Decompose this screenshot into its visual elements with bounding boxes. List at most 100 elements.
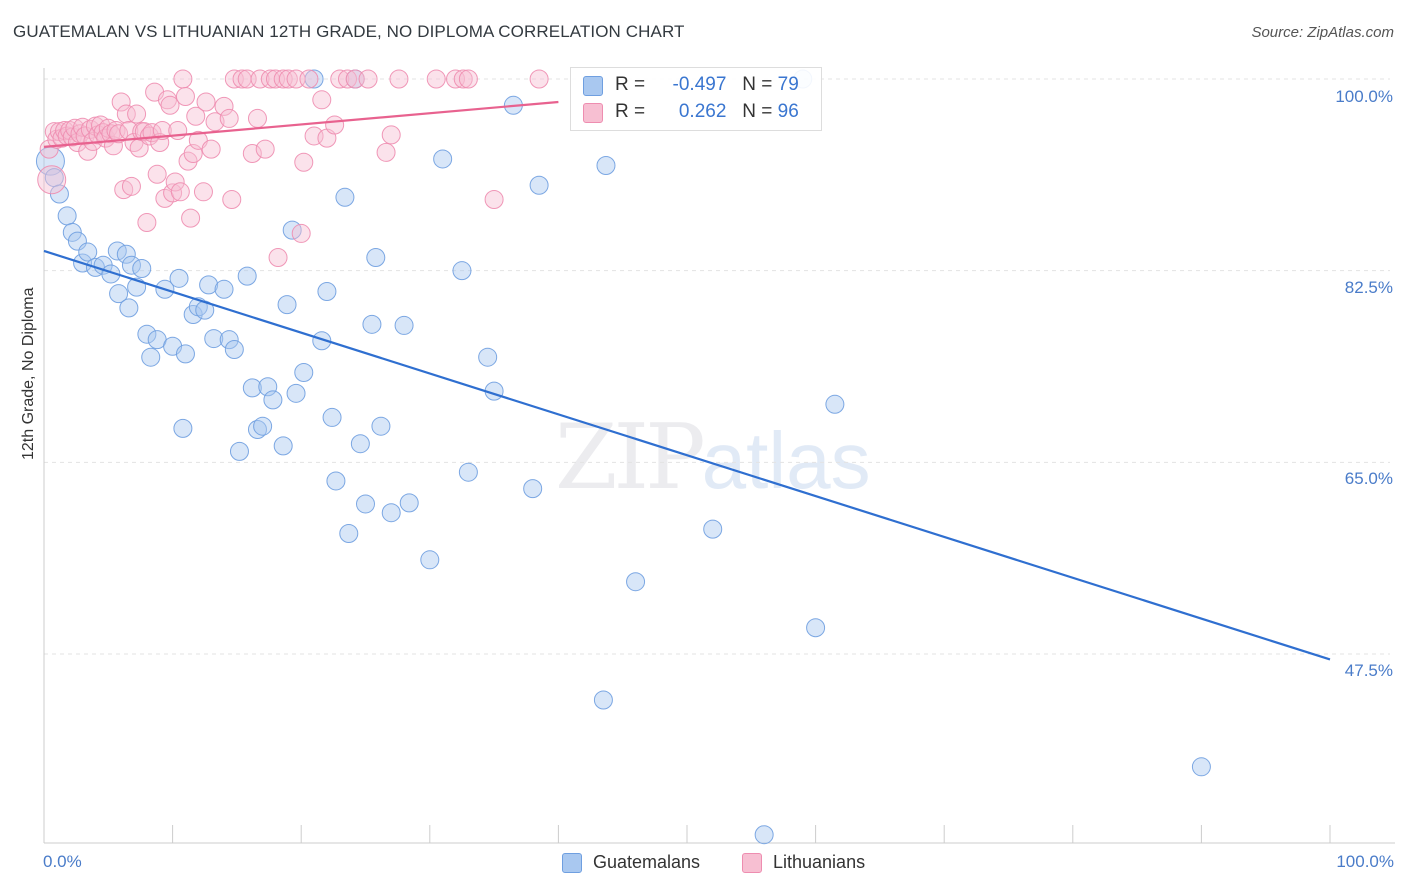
data-point-guatemalans (381, 503, 401, 523)
data-point-lithuanians (453, 69, 473, 89)
data-point-lithuanians (65, 118, 85, 138)
source-label: Source: ZipAtlas.com (1251, 24, 1394, 41)
data-point-guatemalans (57, 206, 77, 226)
legend-text-lithuanians: R = 0.262 N = 96 (615, 101, 799, 123)
data-point-guatemalans (229, 441, 249, 461)
data-point-guatemalans (119, 298, 139, 318)
stats-legend: R = -0.497 N = 79 R = 0.262 N = 96 (570, 67, 822, 131)
data-point-lithuanians (165, 172, 185, 192)
data-point-guatemalans (219, 330, 239, 350)
n-value: 79 (777, 74, 799, 95)
r-label: R = (615, 74, 646, 95)
data-point-guatemalans (825, 394, 845, 414)
data-point-guatemalans (478, 347, 498, 367)
data-point-lithuanians (101, 124, 121, 144)
data-point-guatemalans (253, 416, 273, 436)
data-point-lithuanians (193, 182, 213, 202)
data-point-lithuanians (152, 120, 172, 140)
data-point-guatemalans (806, 618, 826, 638)
data-point-lithuanians (98, 118, 118, 138)
data-point-lithuanians (127, 104, 147, 124)
data-point-guatemalans (116, 244, 136, 264)
data-point-lithuanians (116, 104, 136, 124)
r-label: R = (615, 101, 646, 122)
data-point-guatemalans (263, 390, 283, 410)
data-point-lithuanians (44, 122, 64, 142)
data-point-guatemalans (394, 315, 414, 335)
data-point-lithuanians (111, 92, 131, 112)
data-point-guatemalans (523, 479, 543, 499)
data-point-lithuanians (109, 124, 129, 144)
data-point-guatemalans (754, 825, 774, 845)
legend-swatch-blue (583, 76, 603, 96)
r-value: -0.497 (672, 74, 727, 95)
data-point-guatemalans (141, 347, 161, 367)
data-point-guatemalans (433, 149, 453, 169)
data-point-guatemalans (204, 329, 224, 349)
data-point-lithuanians (37, 165, 67, 195)
data-point-guatemalans (458, 462, 478, 482)
data-point-lithuanians (247, 108, 267, 128)
data-point-lithuanians (196, 92, 216, 112)
data-point-lithuanians (121, 176, 141, 196)
data-point-lithuanians (458, 69, 478, 89)
data-point-lithuanians (157, 90, 177, 110)
chart-title: GUATEMALAN VS LITHUANIAN 12TH GRADE, NO … (13, 22, 685, 41)
data-point-lithuanians (181, 208, 201, 228)
data-point-lithuanians (137, 212, 157, 232)
data-point-guatemalans (224, 340, 244, 360)
data-point-guatemalans (137, 324, 157, 344)
data-point-lithuanians (278, 69, 298, 89)
data-point-lithuanians (358, 69, 378, 89)
data-point-lithuanians (294, 152, 314, 172)
data-point-guatemalans (169, 268, 189, 288)
data-point-lithuanians (219, 108, 239, 128)
data-point-guatemalans (237, 266, 257, 286)
data-point-guatemalans (356, 494, 375, 514)
data-point-lithuanians (312, 90, 332, 110)
data-point-guatemalans (199, 275, 219, 295)
data-point-lithuanians (201, 139, 221, 159)
data-point-lithuanians (186, 106, 206, 126)
x-tick-label-100: 100.0% (1336, 852, 1394, 871)
data-point-guatemalans (703, 519, 723, 539)
bottom-legend-label-lithuanians: Lithuanians (773, 852, 866, 872)
data-point-lithuanians (170, 182, 190, 202)
data-point-guatemalans (132, 258, 152, 278)
data-point-guatemalans (273, 436, 293, 456)
y-tick-label-82-5: 82.5% (1344, 278, 1393, 297)
data-point-guatemalans (420, 550, 440, 570)
data-point-guatemalans (175, 344, 195, 364)
data-point-lithuanians (299, 69, 319, 89)
data-point-guatemalans (366, 248, 386, 268)
data-point-guatemalans (242, 378, 262, 398)
legend-swatch-pink (583, 103, 603, 123)
y-tick-label-47-5: 47.5% (1344, 661, 1393, 680)
data-point-lithuanians (291, 223, 311, 243)
data-point-guatemalans (294, 363, 314, 383)
legend-text-guatemalans: R = -0.497 N = 79 (615, 74, 799, 96)
data-point-lithuanians (255, 139, 275, 159)
y-tick-label-65: 65.0% (1344, 469, 1393, 488)
r-value: 0.262 (678, 101, 727, 122)
bottom-legend-swatch-pink (742, 853, 762, 873)
data-point-guatemalans (173, 418, 193, 438)
data-point-guatemalans (214, 279, 234, 299)
y-tick-label-100: 100.0% (1335, 87, 1393, 106)
data-point-guatemalans (312, 331, 332, 351)
series-guatemalans (35, 69, 1211, 845)
data-point-lithuanians (250, 69, 270, 89)
data-point-lithuanians (325, 115, 345, 135)
data-point-guatemalans (317, 281, 337, 301)
data-point-lithuanians (205, 112, 225, 132)
bottom-legend-swatch-blue (562, 853, 582, 873)
data-point-guatemalans (247, 419, 267, 439)
data-point-lithuanians (389, 69, 409, 89)
data-point-guatemalans (596, 156, 616, 176)
n-value: 96 (777, 101, 799, 122)
data-point-guatemalans (399, 493, 419, 513)
data-point-guatemalans (335, 187, 355, 207)
data-point-guatemalans (1191, 757, 1211, 777)
data-point-lithuanians (114, 180, 134, 200)
